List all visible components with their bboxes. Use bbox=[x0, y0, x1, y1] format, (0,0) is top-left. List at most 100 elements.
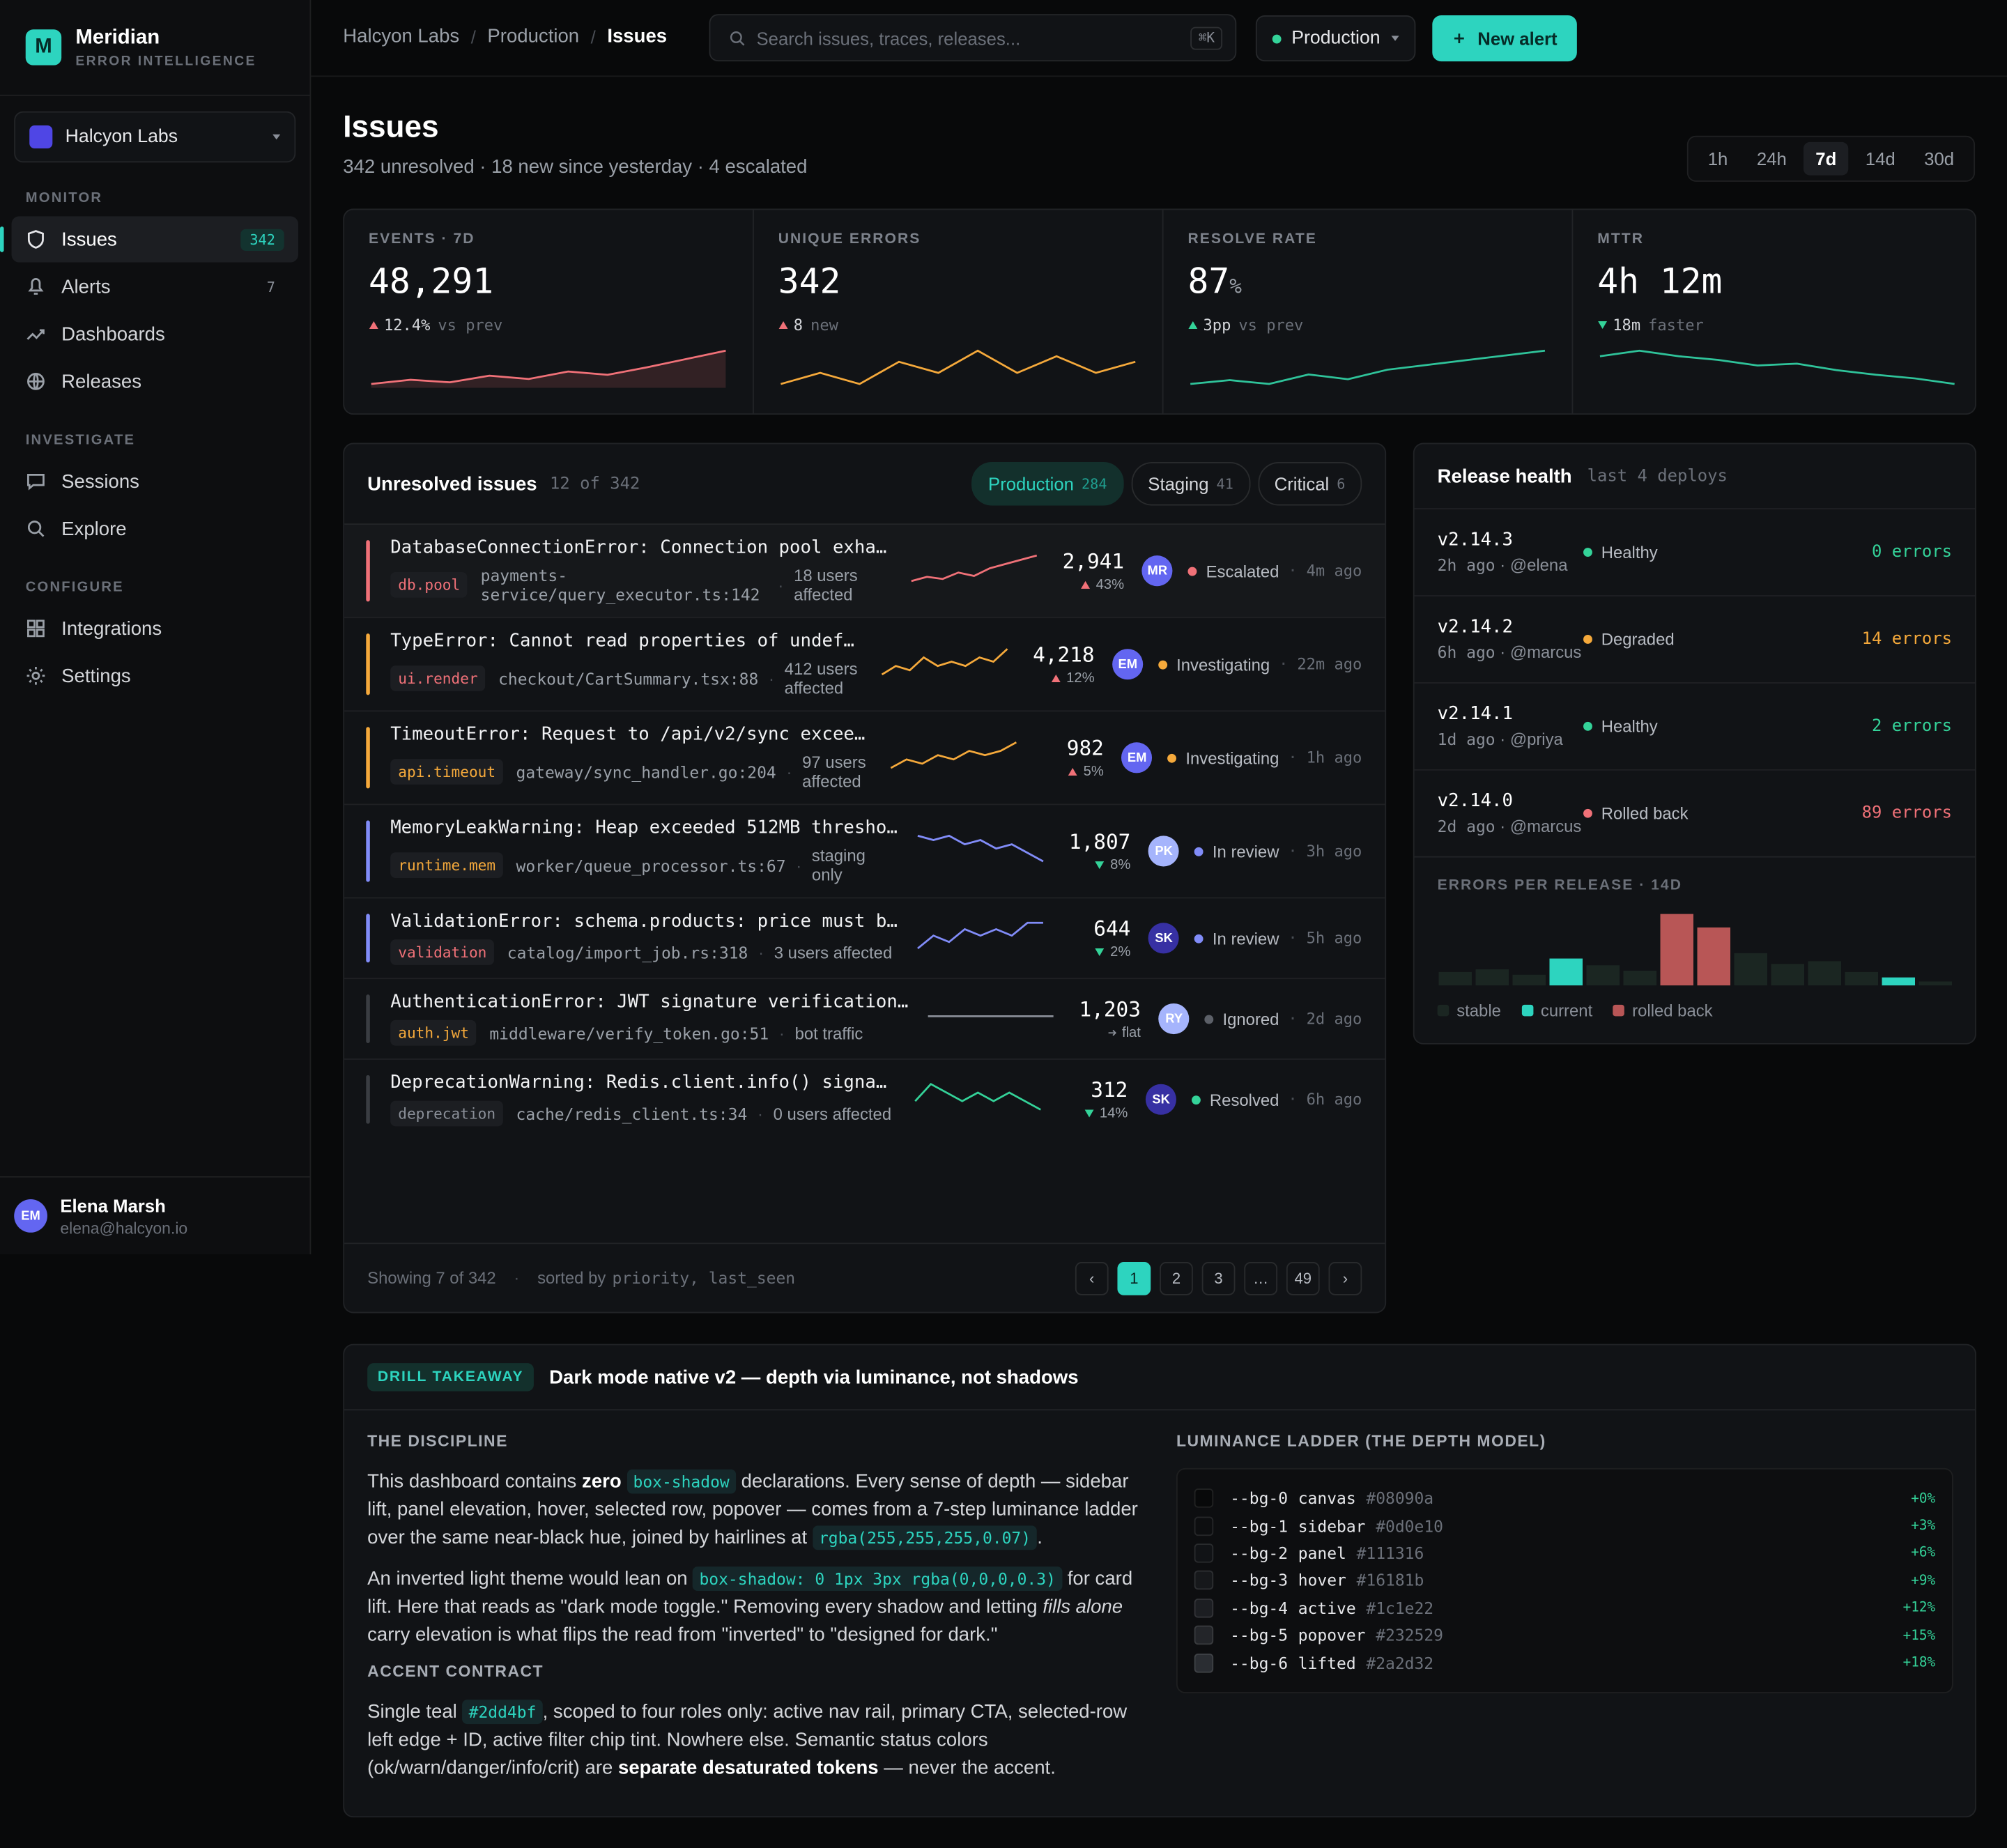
filter-chip[interactable]: Critical 6 bbox=[1257, 462, 1362, 506]
brand-name: Meridian bbox=[75, 26, 160, 48]
issue-row[interactable]: DeprecationWarning: Redis.client.info() … bbox=[344, 1058, 1385, 1139]
nav-item[interactable]: Dashboards bbox=[12, 311, 298, 357]
nav-item[interactable]: Settings bbox=[12, 653, 298, 699]
status-text: Healthy bbox=[1601, 542, 1658, 562]
nav-item[interactable]: Issues 342 bbox=[0, 216, 298, 263]
sparkline bbox=[881, 647, 1008, 675]
issue-status: Ignored bbox=[1204, 1009, 1279, 1029]
org-switcher[interactable]: Halcyon Labs bbox=[14, 111, 296, 163]
text-run: , scoped to four roles only: active nav … bbox=[367, 1701, 1128, 1780]
kpi-number: 4h 12m bbox=[1597, 262, 1723, 302]
issue-main: TimeoutError: Request to /api/v2/sync ex… bbox=[390, 725, 873, 791]
status-dot bbox=[1187, 566, 1197, 576]
page-button[interactable]: 49 bbox=[1286, 1261, 1320, 1295]
range-option[interactable]: 24h bbox=[1756, 148, 1787, 169]
release-row[interactable]: v2.14.2 6h ago · @marcus Degraded 14 errors bbox=[1414, 595, 1976, 682]
issue-row[interactable]: TimeoutError: Request to /api/v2/sync ex… bbox=[344, 710, 1385, 803]
page-button[interactable]: … bbox=[1244, 1261, 1278, 1295]
text-run: — never the accent. bbox=[878, 1757, 1056, 1780]
page-button[interactable]: 3 bbox=[1201, 1261, 1236, 1295]
issue-row[interactable]: TypeError: Cannot read properties of und… bbox=[344, 617, 1385, 710]
release-row[interactable]: v2.14.0 2d ago · @marcus Rolled back 89 err… bbox=[1414, 769, 1976, 856]
new-alert-button[interactable]: New alert bbox=[1432, 15, 1577, 62]
meta-separator: · bbox=[796, 855, 802, 875]
status-dot bbox=[1192, 1095, 1201, 1104]
issue-status: In review bbox=[1194, 842, 1279, 861]
bar bbox=[1660, 914, 1694, 986]
icon-shape bbox=[36, 629, 45, 638]
range-option[interactable]: 7d bbox=[1804, 141, 1848, 176]
token-hex: #232529 bbox=[1376, 1625, 1443, 1645]
issue-file: checkout/CartSummary.tsx:88 bbox=[498, 668, 759, 688]
delta-arrow bbox=[1084, 1109, 1094, 1118]
issue-row[interactable]: DatabaseConnectionError: Connection pool… bbox=[344, 523, 1385, 617]
swatch bbox=[1194, 1598, 1214, 1618]
sparkline bbox=[914, 1082, 1042, 1110]
issue-row[interactable]: ValidationError: schema.products: price … bbox=[344, 897, 1385, 978]
icon bbox=[1454, 33, 1465, 43]
status-text: Investigating bbox=[1185, 748, 1279, 768]
crumb[interactable]: Halcyon Labs bbox=[343, 25, 460, 47]
release-row[interactable]: v2.14.3 2h ago · @elena Healthy 0 errors bbox=[1414, 508, 1976, 595]
bar bbox=[1734, 953, 1768, 986]
sorted-label: sorted by bbox=[537, 1268, 606, 1288]
nav-item[interactable]: Integrations bbox=[12, 606, 298, 652]
issue-title: TypeError: Cannot read properties of und… bbox=[390, 631, 864, 652]
token-name: lifted bbox=[1298, 1653, 1356, 1672]
token-hex: #111316 bbox=[1356, 1543, 1424, 1563]
text-run: Single teal bbox=[367, 1701, 463, 1723]
release-panel: Release health last 4 deploys v2.14.3 2h ag… bbox=[1413, 442, 1976, 1045]
nav-item[interactable]: Releases bbox=[12, 358, 298, 404]
text-run: carry elevation is what flips the read f… bbox=[367, 1624, 998, 1647]
bar bbox=[1438, 971, 1472, 986]
filter-chip[interactable]: Staging 41 bbox=[1131, 462, 1250, 506]
release-author: @marcus bbox=[1509, 816, 1582, 836]
issue-meta-text: bot traffic bbox=[794, 1023, 863, 1043]
issue-row[interactable]: AuthenticationError: JWT signature verif… bbox=[344, 978, 1385, 1058]
page-button[interactable]: ‹ bbox=[1075, 1261, 1109, 1295]
icon bbox=[27, 372, 45, 390]
nav-item[interactable]: Sessions bbox=[12, 459, 298, 505]
range-option[interactable]: 30d bbox=[1924, 148, 1955, 169]
delta-arrow bbox=[1188, 321, 1198, 330]
nav-label: Releases bbox=[61, 370, 142, 392]
page-button[interactable]: 1 bbox=[1117, 1261, 1151, 1295]
nav-item[interactable]: Explore bbox=[12, 506, 298, 552]
text-run: This dashboard contains bbox=[367, 1470, 582, 1493]
nav-item[interactable]: Alerts 7 bbox=[12, 263, 298, 309]
release-meta: 1d ago · @priya bbox=[1437, 729, 1563, 749]
legend-label: stable bbox=[1456, 1001, 1501, 1020]
range-option[interactable]: 1h bbox=[1707, 148, 1728, 169]
nav-section-title: CONFIGURE bbox=[25, 580, 124, 596]
icon-shape bbox=[27, 230, 44, 249]
token-hex: #2a2d32 bbox=[1366, 1653, 1434, 1672]
status-text: Rolled back bbox=[1601, 803, 1689, 824]
ladder-row: --bg-5 popover #232529 +15% bbox=[1194, 1622, 1935, 1649]
issue-tag: db.pool bbox=[390, 572, 468, 598]
issue-title: ValidationError: schema.products: price … bbox=[390, 911, 900, 932]
bar bbox=[1918, 981, 1953, 986]
nav-label: Integrations bbox=[61, 617, 162, 640]
release-errors: 0 errors bbox=[1871, 542, 1953, 562]
row-accent bbox=[366, 994, 370, 1043]
delta-arrow bbox=[778, 321, 788, 330]
assignee-avatar: SK bbox=[1146, 1084, 1177, 1115]
takeaway-text: THE DISCIPLINE This dashboard contains ze… bbox=[367, 1432, 1140, 1796]
page-button[interactable]: › bbox=[1328, 1261, 1362, 1295]
filter-chip[interactable]: Production 284 bbox=[971, 462, 1124, 506]
issue-status: Investigating bbox=[1167, 748, 1279, 768]
release-id: v2.14.1 1d ago · @priya bbox=[1438, 704, 1576, 748]
row-accent bbox=[366, 633, 370, 695]
crumb[interactable]: Production bbox=[487, 25, 580, 47]
user-card[interactable]: EM Elena Marsh elena@halcyon.io bbox=[0, 1176, 310, 1254]
issue-main: DatabaseConnectionError: Connection pool… bbox=[390, 537, 893, 604]
ladder-row: --bg-4 active #1c1e22 +12% bbox=[1194, 1594, 1935, 1622]
range-option[interactable]: 14d bbox=[1865, 148, 1896, 169]
release-meta: 6h ago · @marcus bbox=[1437, 642, 1582, 662]
page-button[interactable]: 2 bbox=[1160, 1261, 1193, 1295]
release-row[interactable]: v2.14.1 1d ago · @priya Healthy 2 errors bbox=[1414, 682, 1976, 769]
token-hex: #08090a bbox=[1366, 1488, 1434, 1509]
issue-row[interactable]: MemoryLeakWarning: Heap exceeded 512MB t… bbox=[344, 803, 1385, 897]
status-dot bbox=[1167, 753, 1177, 762]
icon-shape bbox=[31, 671, 40, 680]
